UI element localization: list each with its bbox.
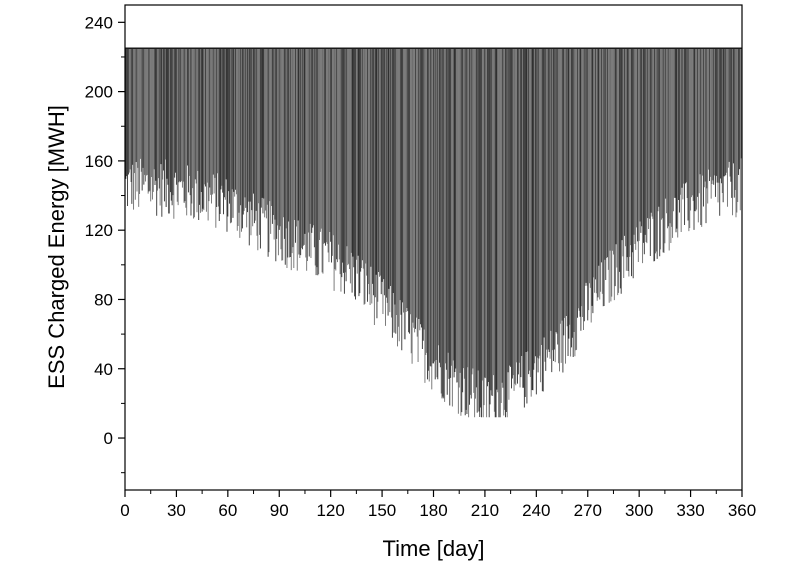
x-tick-label: 330 [676,501,704,520]
x-tick-label: 60 [218,501,237,520]
x-tick-labels: 0 30 60 90 120 150 180 210 240 270 300 330 360 [120,501,756,520]
x-tick-label: 240 [522,501,550,520]
energy-series [124,47,743,418]
y-tick-label: 240 [85,13,113,32]
x-tick-label: 90 [270,501,289,520]
y-axis-title: ESS Charged Energy [MWH] [44,105,69,389]
x-tick-label: 270 [574,501,602,520]
y-tick-label: 200 [85,83,113,102]
x-tick-label: 210 [471,501,499,520]
y-tick-label: 40 [94,360,113,379]
y-tick-label: 80 [94,290,113,309]
x-tick-label: 30 [167,501,186,520]
x-axis-title: Time [day] [383,536,485,561]
y-tick-label: 0 [104,429,113,448]
x-tick-label: 0 [120,501,129,520]
x-tick-label: 120 [316,501,344,520]
x-tick-label: 300 [625,501,653,520]
y-tick-label: 120 [85,221,113,240]
x-tick-label: 150 [368,501,396,520]
x-tick-label: 360 [728,501,756,520]
y-tick-labels: 0 40 80 120 160 200 240 [85,13,113,448]
y-tick-label: 160 [85,152,113,171]
axis-ticks [118,21,743,497]
x-tick-label: 180 [419,501,447,520]
